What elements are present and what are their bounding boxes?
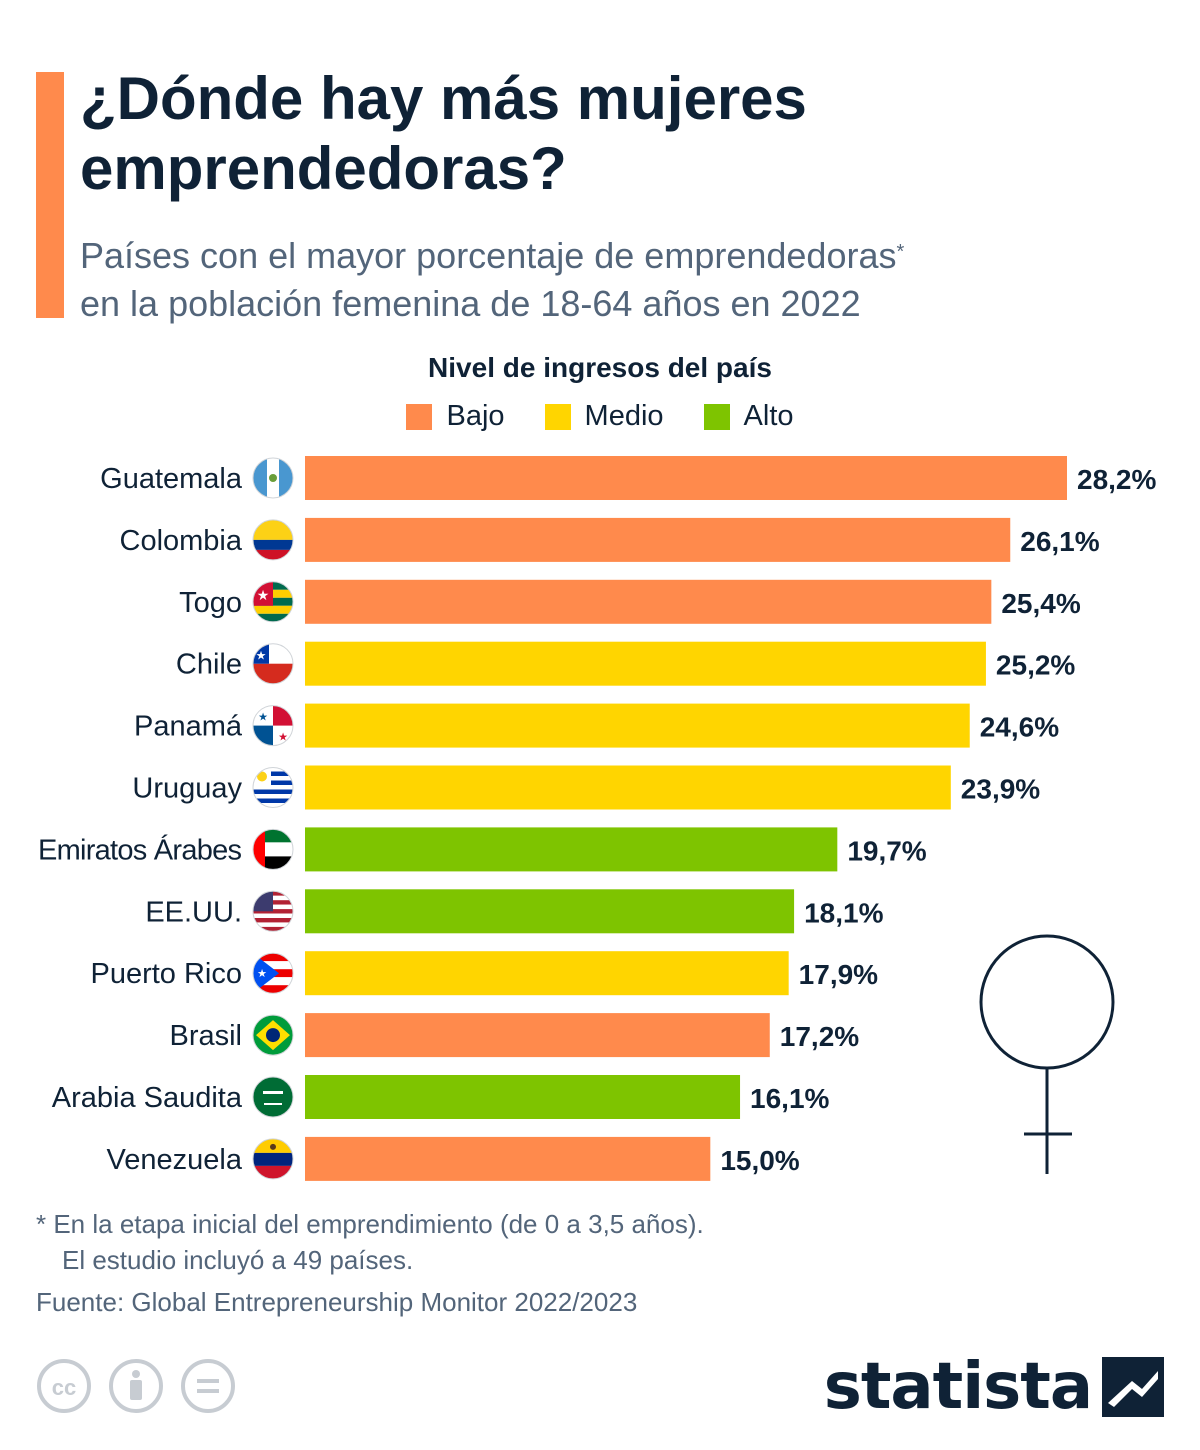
brand-name: statista bbox=[823, 1350, 1093, 1424]
bar bbox=[305, 951, 789, 996]
chart-title: ¿Dónde hay más mujeres emprendedoras? bbox=[80, 65, 807, 202]
venezuela-flag-icon bbox=[252, 1138, 294, 1180]
bar-row: Puerto Rico ★ 17,9% bbox=[90, 951, 878, 996]
togo-flag-icon: ★ bbox=[252, 581, 294, 623]
country-label: Togo bbox=[179, 587, 242, 619]
uae-flag-icon bbox=[252, 828, 294, 870]
country-label: Emiratos Árabes bbox=[38, 833, 242, 866]
legend-swatch-bajo bbox=[406, 403, 433, 430]
legend-item-medio: Medio bbox=[544, 400, 664, 433]
attribution-icon[interactable] bbox=[108, 1358, 164, 1414]
bar-row: Chile ★ 25,2% bbox=[176, 641, 1075, 686]
uruguay-flag-icon bbox=[252, 767, 294, 808]
license-icons: cc bbox=[36, 1358, 236, 1414]
legend-swatch-alto bbox=[703, 403, 730, 430]
subtitle-footnote-mark: * bbox=[896, 241, 905, 263]
legend-item-alto: Alto bbox=[703, 400, 794, 433]
panama-flag-icon: ★★ bbox=[252, 705, 294, 747]
legend-label-medio: Medio bbox=[584, 400, 664, 432]
svg-text:★: ★ bbox=[257, 588, 270, 604]
bar bbox=[305, 641, 986, 686]
bar bbox=[305, 456, 1067, 500]
bar-row: Uruguay 23,9% bbox=[132, 765, 1040, 810]
brazil-flag-icon bbox=[252, 1014, 294, 1056]
legend-label-alto: Alto bbox=[743, 400, 794, 432]
bar-row: EE.UU. 18,1% bbox=[145, 889, 884, 934]
usa-flag-icon bbox=[252, 890, 294, 932]
value-label: 17,9% bbox=[799, 959, 878, 990]
value-label: 23,9% bbox=[961, 774, 1040, 805]
chile-flag-icon: ★ bbox=[252, 643, 294, 685]
value-label: 25,4% bbox=[1001, 588, 1080, 619]
country-label: Colombia bbox=[120, 525, 243, 557]
value-label: 28,2% bbox=[1077, 464, 1156, 495]
subtitle-line-2: en la población femenina de 18-64 años e… bbox=[80, 283, 861, 324]
bar bbox=[305, 517, 1011, 562]
chart-subtitle: Países con el mayor porcentaje de empren… bbox=[80, 232, 1160, 328]
country-label: Brasil bbox=[169, 1020, 242, 1052]
statista-logo-icon bbox=[1102, 1357, 1164, 1417]
country-label: Panamá bbox=[134, 711, 243, 743]
bar-row: Arabia Saudita 16,1% bbox=[52, 1075, 830, 1119]
legend-title: Nivel de ingresos del país bbox=[428, 352, 772, 383]
value-label: 17,2% bbox=[780, 1021, 859, 1052]
value-label: 15,0% bbox=[720, 1145, 799, 1176]
bar bbox=[305, 1013, 770, 1058]
no-derivatives-icon[interactable] bbox=[180, 1358, 236, 1414]
bar-row: Guatemala 28,2% bbox=[100, 456, 1156, 500]
footnote: * En la etapa inicial del emprendimiento… bbox=[36, 1206, 704, 1278]
subtitle-line-1: Países con el mayor porcentaje de empren… bbox=[80, 235, 897, 276]
female-symbol-icon bbox=[979, 934, 1115, 1174]
bar bbox=[305, 1136, 711, 1181]
footnote-line-2: El estudio incluyó a 49 países. bbox=[62, 1245, 414, 1275]
source: Fuente: Global Entrepreneurship Monitor … bbox=[36, 1287, 638, 1317]
puerto-rico-flag-icon: ★ bbox=[252, 952, 294, 994]
country-label: Puerto Rico bbox=[90, 958, 242, 990]
legend-label-bajo: Bajo bbox=[446, 400, 505, 432]
value-label: 16,1% bbox=[750, 1083, 829, 1114]
value-label: 19,7% bbox=[847, 835, 926, 866]
statista-logo[interactable]: statista bbox=[824, 1350, 1164, 1424]
bar-row: Togo ★ 25,4% bbox=[179, 579, 1081, 624]
bar bbox=[305, 579, 992, 624]
country-label: Guatemala bbox=[100, 463, 243, 495]
bar-chart: Guatemala 28,2% Colombia 26,1% Togo ★ 25,4% Chi… bbox=[38, 456, 1156, 1181]
cc-icon[interactable]: cc bbox=[36, 1358, 92, 1414]
country-label: EE.UU. bbox=[145, 896, 242, 928]
svg-text:cc: cc bbox=[52, 1375, 76, 1400]
svg-text:★: ★ bbox=[258, 711, 268, 724]
country-label: Uruguay bbox=[132, 773, 242, 805]
legend: Bajo Medio Alto bbox=[0, 400, 1200, 433]
guatemala-flag-icon bbox=[252, 457, 294, 499]
bar bbox=[305, 765, 951, 810]
value-label: 18,1% bbox=[804, 897, 883, 928]
legend-item-bajo: Bajo bbox=[406, 400, 505, 433]
value-label: 25,2% bbox=[996, 650, 1075, 681]
legend-swatch-medio bbox=[544, 403, 571, 430]
saudi-arabia-flag-icon bbox=[252, 1076, 294, 1118]
colombia-flag-icon bbox=[252, 519, 294, 561]
svg-text:★: ★ bbox=[278, 731, 288, 744]
bar bbox=[305, 827, 838, 872]
bar-row: Brasil 17,2% bbox=[169, 1013, 859, 1058]
bar bbox=[305, 703, 970, 748]
bar-row: Colombia 26,1% bbox=[120, 517, 1100, 562]
value-label: 26,1% bbox=[1020, 526, 1099, 557]
bar-row: Emiratos Árabes 19,7% bbox=[38, 827, 927, 872]
bar bbox=[305, 1075, 741, 1119]
svg-text:★: ★ bbox=[257, 967, 267, 980]
bar-row: Venezuela 15,0% bbox=[107, 1136, 800, 1181]
bar-row: Panamá ★★ 24,6% bbox=[134, 703, 1059, 748]
accent-bar bbox=[36, 72, 64, 318]
country-label: Chile bbox=[176, 649, 242, 681]
bar bbox=[305, 889, 795, 934]
country-label: Arabia Saudita bbox=[52, 1082, 243, 1114]
country-label: Venezuela bbox=[107, 1144, 243, 1176]
value-label: 24,6% bbox=[980, 712, 1059, 743]
footnote-line-1: * En la etapa inicial del emprendimiento… bbox=[36, 1209, 704, 1239]
svg-text:★: ★ bbox=[256, 649, 267, 663]
